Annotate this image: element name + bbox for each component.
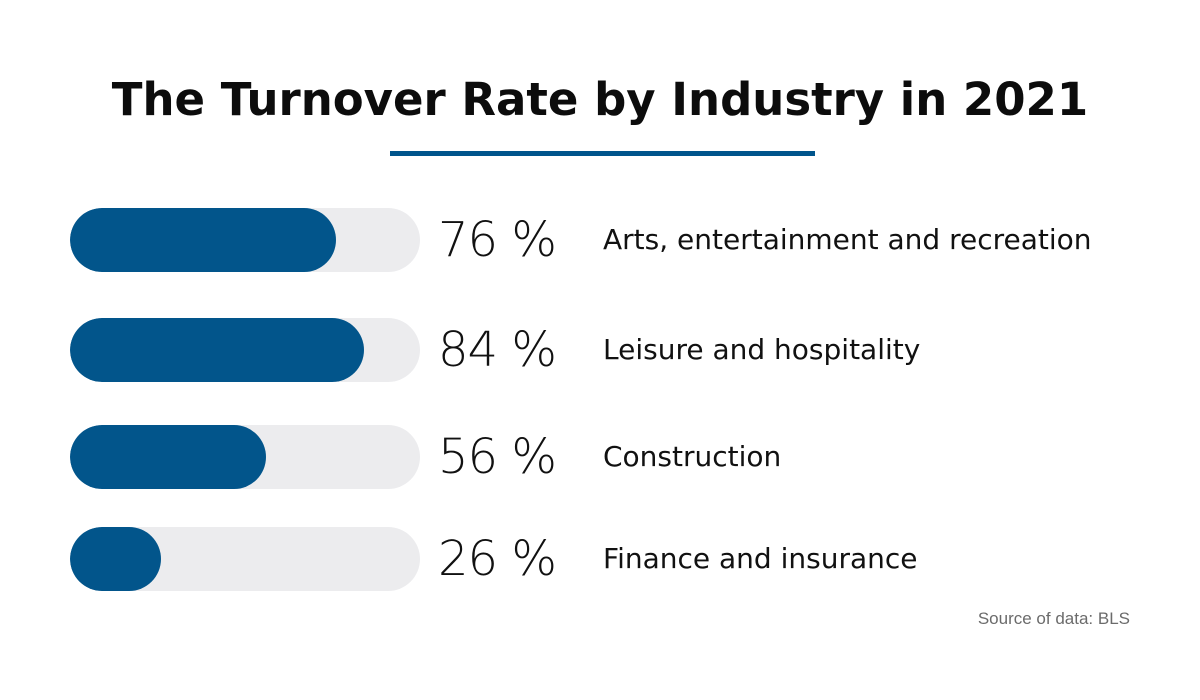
title-underline [390, 151, 815, 156]
bar-track [70, 425, 420, 489]
value-label: 84 % [438, 322, 557, 378]
source-note: Source of data: BLS [977, 609, 1130, 628]
category-label: Construction [603, 440, 782, 473]
category-label: Finance and insurance [603, 542, 918, 575]
bar-row: 26 % Finance and insurance [0, 527, 1200, 591]
value-label: 26 % [438, 531, 557, 587]
value-label: 56 % [438, 429, 557, 485]
bar-track [70, 318, 420, 382]
bar-row: 76 % Arts, entertainment and recreation [0, 208, 1200, 272]
bar-track [70, 527, 420, 591]
chart-title: The Turnover Rate by Industry in 2021 [111, 73, 1089, 126]
bar-row: 56 % Construction [0, 425, 1200, 489]
category-label: Arts, entertainment and recreation [603, 223, 1092, 256]
value-label: 76 % [438, 212, 557, 268]
bar-row: 84 % Leisure and hospitality [0, 318, 1200, 382]
bar-fill [70, 208, 336, 272]
category-label: Leisure and hospitality [603, 333, 921, 366]
bar-fill [70, 527, 161, 591]
bar-fill [70, 318, 364, 382]
bar-track [70, 208, 420, 272]
bar-fill [70, 425, 266, 489]
